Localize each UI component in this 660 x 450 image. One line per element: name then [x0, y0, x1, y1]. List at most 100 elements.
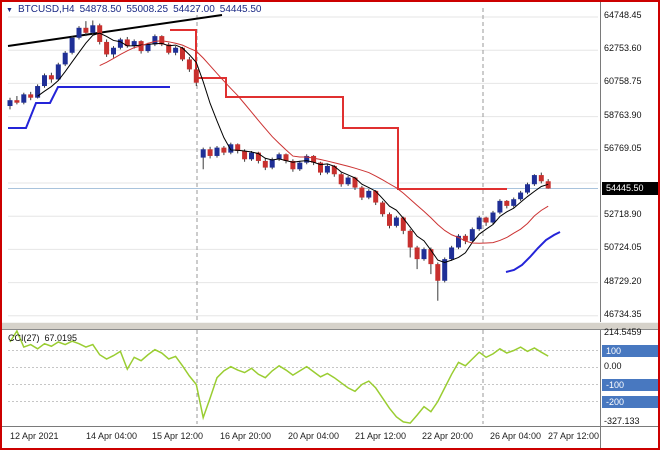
candle-body: [249, 152, 254, 160]
price-axis-label: 56769.05: [604, 142, 642, 153]
candle-body: [14, 100, 20, 103]
candle-body: [469, 229, 475, 241]
time-axis-label: 16 Apr 20:00: [220, 431, 272, 441]
candle-body: [435, 264, 441, 281]
bar-low-value: 54427.00: [173, 4, 215, 15]
candle-body: [131, 41, 137, 47]
cci-level-badge: -200: [602, 395, 658, 408]
price-axis-label: 64748.45: [604, 10, 642, 20]
candle-body: [283, 154, 289, 161]
candle-body: [497, 200, 503, 213]
candle-body: [200, 149, 206, 158]
candle-body: [228, 144, 234, 153]
candle-body: [35, 86, 41, 98]
price-axis-label: 52718.90: [604, 209, 642, 220]
price-axis-separator: [600, 2, 601, 448]
candle-body: [90, 25, 96, 33]
candle-body: [269, 159, 275, 168]
candle-body: [104, 41, 110, 55]
indicator-label: CCI(27) 67.0195: [8, 333, 82, 343]
candle-body: [186, 59, 192, 70]
candle-body: [456, 235, 461, 248]
time-axis-separator: [2, 426, 658, 427]
candle-body: [7, 100, 13, 107]
indicator-name: CCI(27): [8, 333, 40, 343]
candle-body: [525, 184, 530, 193]
candle-body: [242, 150, 248, 160]
candle-body: [338, 174, 344, 185]
candle-body: [297, 162, 303, 170]
candle-body: [290, 160, 296, 170]
candle-body: [421, 249, 427, 260]
time-axis-label: 27 Apr 12:00: [548, 431, 600, 441]
candle-body: [511, 199, 517, 206]
candle-body: [380, 202, 386, 215]
ma-slow-line: [99, 40, 549, 244]
candle-body: [276, 154, 282, 160]
candle-body: [255, 152, 261, 161]
candle-body: [48, 75, 54, 80]
symbol-period-label: BTCUSD,H4: [17, 4, 75, 15]
candle-body: [117, 39, 123, 48]
candle-body: [76, 27, 82, 38]
candle-body: [235, 144, 241, 151]
stop-line-red: [170, 29, 507, 190]
price-axis-label: 50724.05: [604, 242, 642, 253]
candle-body: [207, 149, 213, 156]
candle-body: [400, 217, 406, 231]
cci-level-badge: 100: [602, 344, 658, 357]
candle-body: [359, 187, 365, 198]
price-axis-label: 48729.20: [604, 275, 642, 286]
candle-body: [152, 36, 158, 45]
candle-body: [393, 217, 399, 226]
candle-body: [83, 27, 89, 33]
candle-body: [345, 177, 351, 185]
cci-axis-label: -327.133: [604, 416, 640, 426]
panel-divider[interactable]: [2, 322, 658, 330]
candle-body: [180, 47, 185, 60]
bar-close-value: 54445.50: [219, 4, 262, 15]
time-axis-label: 15 Apr 12:00: [152, 431, 204, 441]
candle-body: [221, 147, 227, 153]
candle-body: [214, 147, 220, 156]
candle-body: [449, 247, 455, 260]
current-price-tag: 54445.50: [602, 182, 658, 195]
price-axis-label: 62753.60: [604, 43, 642, 54]
candle-body: [352, 177, 358, 188]
candle-body: [373, 190, 379, 203]
candle-body: [311, 155, 317, 163]
candle-body: [62, 52, 68, 65]
candle-body: [166, 44, 172, 53]
candle-body: [324, 165, 330, 173]
candle-body: [145, 44, 151, 52]
time-axis-label: 14 Apr 04:00: [86, 431, 138, 441]
candle-body: [28, 94, 34, 98]
candle-body: [462, 235, 468, 241]
candle-body: [490, 212, 496, 223]
quick-trade-arrow-icon[interactable]: ▼: [6, 7, 13, 14]
time-axis-label: 22 Apr 20:00: [422, 431, 474, 441]
candle-body: [483, 217, 489, 223]
candle-body: [442, 259, 448, 281]
bar-open-value: 54878.50: [79, 4, 122, 15]
cci-axis-label: 214.5459: [604, 327, 642, 337]
candle-body: [504, 200, 510, 206]
time-axis-label: 26 Apr 04:00: [490, 431, 542, 441]
candle-body: [69, 37, 75, 53]
candle-body: [193, 69, 199, 83]
candle-body: [318, 162, 323, 173]
candle-body: [476, 217, 482, 230]
candle-body: [21, 94, 27, 103]
candle-body: [414, 247, 420, 260]
candle-body: [366, 190, 372, 198]
candle-body: [531, 175, 537, 185]
candle-body: [428, 249, 434, 265]
candle-body: [331, 165, 337, 175]
bar-high-value: 55008.25: [126, 4, 169, 15]
time-axis-label: 21 Apr 12:00: [355, 431, 407, 441]
candle-body: [518, 192, 524, 200]
candle-body: [111, 47, 116, 55]
candle-body: [304, 155, 310, 163]
candle-body: [262, 160, 268, 168]
